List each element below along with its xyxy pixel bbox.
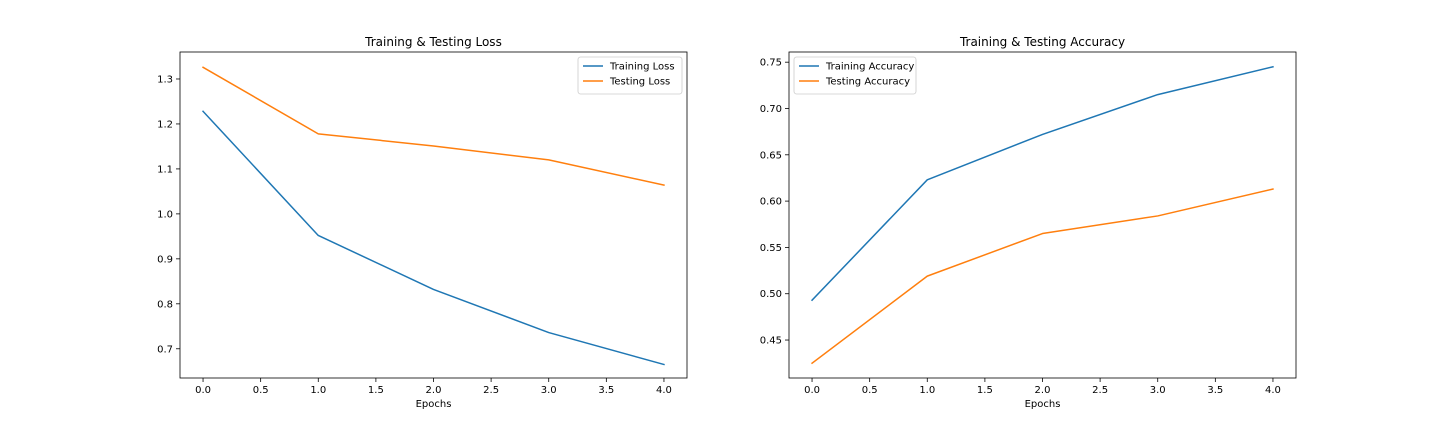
x-tick-label: 1.5 <box>977 385 993 396</box>
series-line-1 <box>201 110 665 366</box>
x-tick-label: 1.0 <box>310 385 326 396</box>
x-axis-label: Epochs <box>416 399 452 410</box>
x-tick-label: 0.0 <box>804 385 820 396</box>
x-tick-label: 3.0 <box>541 385 557 396</box>
y-tick-label: 0.45 <box>760 336 782 347</box>
x-tick-label: 1.0 <box>919 385 935 396</box>
x-tick-label: 2.0 <box>426 385 442 396</box>
chart-panel-1: 0.0 0.5 1.0 1.5 2.0 2.5 3.0 3.5 4.0 0.7 0.8 0.9 1.0 1… <box>157 35 688 410</box>
y-tick-label: 0.70 <box>760 104 782 115</box>
y-tick-label: 1.2 <box>157 119 173 130</box>
legend-label-1: Training Loss <box>609 62 675 73</box>
legend-box <box>793 56 917 95</box>
y-tick-label: 1.3 <box>157 74 173 85</box>
x-tick-label: 0.5 <box>862 385 878 396</box>
series-line-2 <box>810 188 1274 365</box>
x-tick-label: 0.5 <box>253 385 269 396</box>
x-tick-label: 2.5 <box>483 385 499 396</box>
legend-label-1: Training Accuracy <box>825 62 914 73</box>
chart-title: Training & Testing Loss <box>364 35 502 49</box>
chart-panel-2: 0.0 0.5 1.0 1.5 2.0 2.5 3.0 3.5 4.0 0.45 0.50 0.55 0… <box>760 35 1297 410</box>
x-tick-label: 4.0 <box>1265 385 1281 396</box>
y-tick-label: 1.0 <box>157 209 173 220</box>
y-tick-label: 0.60 <box>760 197 782 208</box>
plot-frame <box>179 51 688 379</box>
chart-title: Training & Testing Accuracy <box>959 35 1125 49</box>
legend-label-2: Testing Loss <box>609 77 670 88</box>
y-tick-label: 0.8 <box>157 299 173 310</box>
x-tick-label: 1.5 <box>368 385 384 396</box>
x-tick-label: 3.5 <box>598 385 614 396</box>
x-tick-label: 3.0 <box>1150 385 1166 396</box>
plot-frame <box>788 51 1297 379</box>
x-tick-label: 4.0 <box>656 385 672 396</box>
series-line-1 <box>810 65 1274 302</box>
x-axis-label: Epochs <box>1025 399 1061 410</box>
x-tick-label: 0.0 <box>195 385 211 396</box>
y-tick-label: 0.7 <box>157 344 173 355</box>
x-tick-label: 2.5 <box>1092 385 1108 396</box>
y-tick-label: 0.9 <box>157 254 173 265</box>
x-tick-label: 2.0 <box>1035 385 1051 396</box>
legend: Training Loss Testing Loss <box>577 56 683 95</box>
y-tick-label: 0.75 <box>760 58 782 69</box>
y-tick-label: 0.50 <box>760 289 782 300</box>
legend-box <box>577 56 683 95</box>
legend: Training Accuracy Testing Accuracy <box>793 56 917 95</box>
y-tick-label: 0.65 <box>760 150 782 161</box>
y-tick-label: 0.55 <box>760 243 782 254</box>
y-tick-label: 1.1 <box>157 164 173 175</box>
legend-label-2: Testing Accuracy <box>825 77 910 88</box>
x-tick-label: 3.5 <box>1207 385 1223 396</box>
